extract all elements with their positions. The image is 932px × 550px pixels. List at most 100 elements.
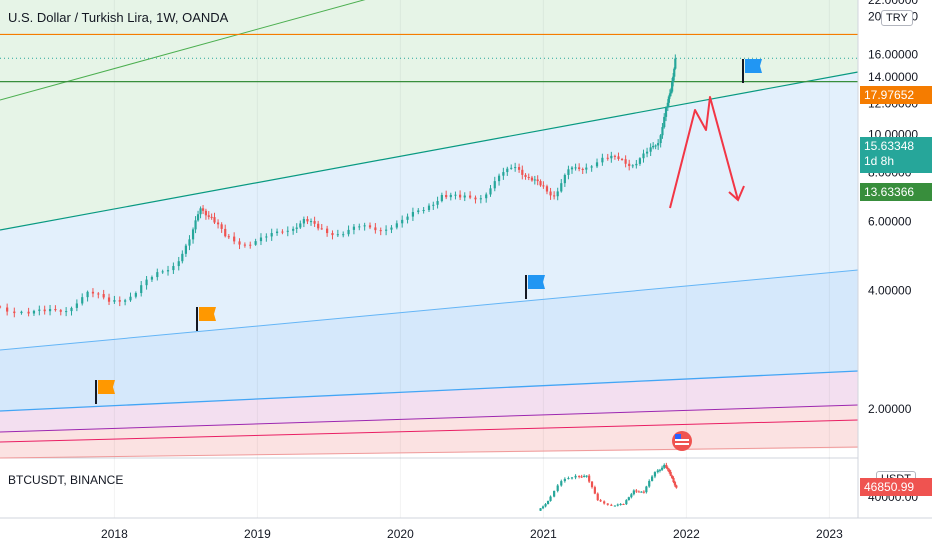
usdtry-candle	[113, 300, 116, 302]
usdtry-candle	[432, 204, 435, 206]
usdtry-candle	[553, 195, 556, 197]
usdtry-candle	[134, 293, 137, 297]
usdtry-candle	[649, 147, 652, 152]
usdtry-candle	[129, 296, 132, 301]
btc-candle	[656, 470, 659, 473]
support-price-tag: 13.63366	[860, 183, 932, 201]
usdtry-candle	[436, 201, 439, 205]
btc-candle	[630, 494, 633, 498]
usdtry-candle	[196, 214, 200, 221]
usdtry-candle	[664, 107, 668, 117]
forecast-arrow-path	[669, 96, 739, 209]
usdtry-candle	[81, 297, 84, 304]
usdtry-candle	[620, 158, 624, 160]
usdtry-candle	[668, 93, 672, 97]
btc-candle	[625, 500, 628, 505]
forecast-arrowhead	[728, 185, 745, 202]
time-tick-label: 2021	[530, 527, 557, 541]
usdtry-candle	[459, 194, 462, 198]
btc-candle	[556, 485, 559, 491]
usdtry-candle	[542, 185, 545, 187]
btc-candle	[672, 478, 675, 483]
usdtry-candle	[666, 102, 669, 108]
flag-icon-orange-2018	[196, 307, 216, 331]
us-flag-stripe	[675, 443, 689, 445]
usdtry-candle	[275, 231, 279, 234]
btc-candle	[590, 481, 594, 488]
usdtry-candle	[539, 181, 542, 186]
usdtry-candle	[368, 225, 372, 228]
usdtry-candle	[657, 143, 660, 146]
usdtry-candle	[102, 294, 105, 298]
channel-blue	[0, 370, 859, 412]
usdtry-candle	[502, 172, 505, 176]
usdtry-candle	[601, 157, 604, 163]
usdtry-candle	[374, 227, 377, 231]
usdtry-candle	[427, 205, 431, 211]
usdtry-candle	[302, 219, 305, 224]
sub-chart-title: BTCUSDT, BINANCE	[8, 473, 124, 487]
time-axis-panel	[0, 518, 932, 550]
usdtry-candle	[6, 307, 9, 312]
usdtry-candle	[417, 210, 420, 213]
usdtry-candle	[570, 167, 574, 170]
usdtry-candle	[590, 166, 593, 168]
chart-title: U.S. Dollar / Turkish Lira, 1W, OANDA	[8, 10, 229, 25]
usdtry-candle	[635, 163, 638, 166]
usdtry-candle	[27, 311, 30, 314]
usdtry-candle	[156, 272, 159, 278]
usdtry-candle	[652, 145, 655, 148]
usdtry-candle	[326, 228, 329, 234]
usdtry-candle	[489, 188, 492, 195]
usdtry-candle	[497, 175, 501, 182]
usdtry-candle	[445, 194, 448, 198]
us-flag-icon	[672, 431, 692, 451]
price-tick-label: 2.00000	[868, 402, 912, 416]
usdtry-candle	[20, 311, 23, 314]
currency-button[interactable]: TRY	[881, 10, 913, 26]
usdtry-candle	[207, 215, 210, 217]
usdtry-candle	[91, 291, 95, 294]
usdtry-candle	[13, 311, 16, 314]
usdtry-candle	[184, 245, 187, 254]
usdtry-candle	[527, 176, 530, 178]
btc-candle	[669, 471, 672, 476]
usdtry-candle	[177, 261, 180, 267]
usdtry-candle	[610, 155, 613, 159]
time-tick-label: 2022	[673, 527, 700, 541]
usdtry-candle	[560, 183, 563, 192]
usdtry-candle	[533, 179, 536, 181]
usdtry-candle	[188, 239, 191, 246]
usdtry-candle	[320, 228, 323, 230]
drawings	[95, 59, 762, 451]
btc-candle	[599, 500, 602, 502]
btc-candle	[668, 469, 671, 472]
usdtry-candle	[474, 197, 477, 200]
usdtry-candle	[317, 223, 320, 229]
time-tick-label: 2019	[244, 527, 271, 541]
btc-candle	[640, 491, 643, 493]
btc-candle	[666, 468, 669, 470]
usdtry-candle	[342, 234, 345, 236]
btc-candle	[642, 491, 645, 493]
usdtry-candle	[440, 194, 443, 202]
usdtry-candle	[213, 217, 216, 223]
usdtry-candle	[667, 96, 670, 103]
btc-candle	[675, 485, 678, 488]
usdtry-candle	[32, 310, 36, 314]
usdtry-candle	[567, 169, 570, 175]
channel-lines	[0, 0, 859, 459]
usdtry-candle	[65, 311, 68, 313]
price-tick-label: 4.00000	[868, 284, 912, 298]
flag-cloth	[98, 380, 115, 394]
usdtry-candle	[390, 227, 393, 230]
usdtry-candle	[638, 158, 642, 164]
price-tick-label: 16.00000	[868, 47, 918, 61]
btc-candle	[637, 491, 640, 493]
btc-candle	[619, 503, 622, 505]
usdtry-candle	[672, 76, 675, 83]
channel-red	[0, 446, 859, 459]
btc-candle	[650, 476, 654, 481]
usdtry-candle	[299, 223, 302, 228]
